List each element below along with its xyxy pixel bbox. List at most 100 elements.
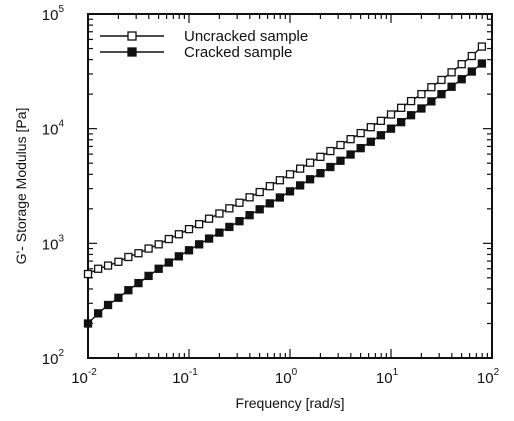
legend-marker-open [127, 31, 137, 41]
data-point-open [204, 214, 214, 223]
data-point-filled [114, 293, 123, 302]
data-point-filled [235, 217, 244, 226]
data-point-filled [174, 252, 184, 261]
data-point-filled [396, 117, 406, 127]
x-tick-label: 10-2 [71, 367, 97, 387]
data-point-filled [437, 89, 446, 99]
data-point-filled [305, 175, 315, 184]
data-point-filled [376, 131, 386, 140]
data-point-open [447, 68, 456, 77]
data-point-filled [134, 278, 143, 288]
data-point-open [184, 224, 194, 234]
data-point-filled [103, 300, 113, 310]
series-cracked [83, 59, 487, 328]
x-axis-title: Frequency [rad/s] [236, 395, 345, 411]
data-point-filled [164, 258, 173, 267]
y-axis-title: G'- Storage Modulus [Pa] [13, 108, 29, 265]
data-point-open [154, 240, 163, 249]
data-point-filled [225, 222, 234, 232]
data-point-open [457, 60, 466, 69]
data-point-filled [93, 309, 103, 318]
data-point-open [477, 42, 487, 51]
data-point-filled [194, 240, 204, 249]
data-point-open [356, 128, 365, 138]
data-point-open [346, 135, 355, 144]
data-point-filled [285, 187, 295, 196]
data-point-filled [255, 205, 264, 214]
series-uncracked [83, 42, 487, 279]
y-tick-label: 102 [42, 348, 65, 368]
legend-label: Cracked sample [184, 44, 292, 61]
data-point-filled [154, 264, 163, 273]
series-line [87, 62, 483, 324]
plot-area-frame [87, 13, 493, 359]
data-point-filled [356, 144, 365, 153]
data-point-open [386, 110, 396, 119]
data-point-open [215, 209, 224, 218]
data-point-filled [417, 104, 426, 113]
data-point-filled [204, 234, 214, 243]
y-tick-label: 104 [42, 119, 65, 139]
data-point-open [336, 140, 345, 150]
data-point-open [305, 158, 315, 167]
data-point-open [124, 252, 133, 262]
data-point-filled [295, 181, 305, 190]
x-tick-label: 101 [376, 367, 399, 387]
data-point-open [285, 170, 295, 179]
data-point-filled [467, 67, 476, 76]
series-layer [83, 42, 487, 328]
y-tick-label: 103 [42, 233, 65, 253]
data-point-filled [406, 111, 416, 120]
data-point-open [376, 116, 386, 125]
legend-marker-filled [127, 47, 137, 57]
data-point-open [437, 75, 446, 85]
data-point-filled [316, 169, 325, 178]
data-point-open [265, 182, 274, 191]
data-point-open [295, 164, 305, 173]
data-point-filled [144, 271, 153, 281]
data-point-filled [477, 59, 487, 68]
data-point-filled [265, 199, 274, 208]
data-point-filled [386, 124, 396, 133]
data-point-filled [326, 162, 335, 172]
data-point-filled [83, 319, 93, 328]
data-point-open [396, 103, 406, 112]
series-line [87, 46, 483, 275]
data-point-filled [447, 82, 456, 91]
data-point-open [245, 193, 254, 202]
data-point-open [467, 51, 476, 61]
data-point-open [417, 89, 426, 99]
axis-tick-labels: 10-2 10-1 100 101 102 102 103 104 105 [42, 4, 500, 387]
data-point-filled [275, 193, 285, 202]
data-point-open [194, 219, 204, 229]
y-tick-label: 105 [42, 4, 65, 24]
data-point-open [235, 198, 244, 207]
legend-label: Uncracked sample [184, 28, 308, 45]
data-point-open [174, 230, 184, 239]
data-point-open [93, 264, 103, 273]
data-point-open [406, 96, 416, 106]
data-point-open [144, 244, 153, 253]
data-point-open [427, 83, 436, 92]
data-point-open [316, 152, 325, 161]
data-point-open [164, 234, 173, 244]
x-tick-label: 100 [275, 367, 298, 387]
data-point-filled [457, 75, 466, 84]
data-point-filled [346, 150, 355, 159]
axis-ticks [87, 13, 493, 359]
data-point-open [366, 123, 375, 132]
data-point-filled [215, 228, 224, 237]
data-point-filled [124, 286, 133, 295]
data-point-filled [366, 137, 375, 146]
data-point-open [103, 261, 113, 270]
data-point-open [134, 249, 143, 258]
data-point-open [255, 187, 264, 197]
data-point-open [83, 269, 93, 279]
data-point-filled [336, 156, 345, 165]
data-point-open [326, 146, 335, 156]
data-point-open [225, 204, 234, 213]
data-point-open [114, 257, 123, 266]
data-point-filled [245, 211, 254, 220]
